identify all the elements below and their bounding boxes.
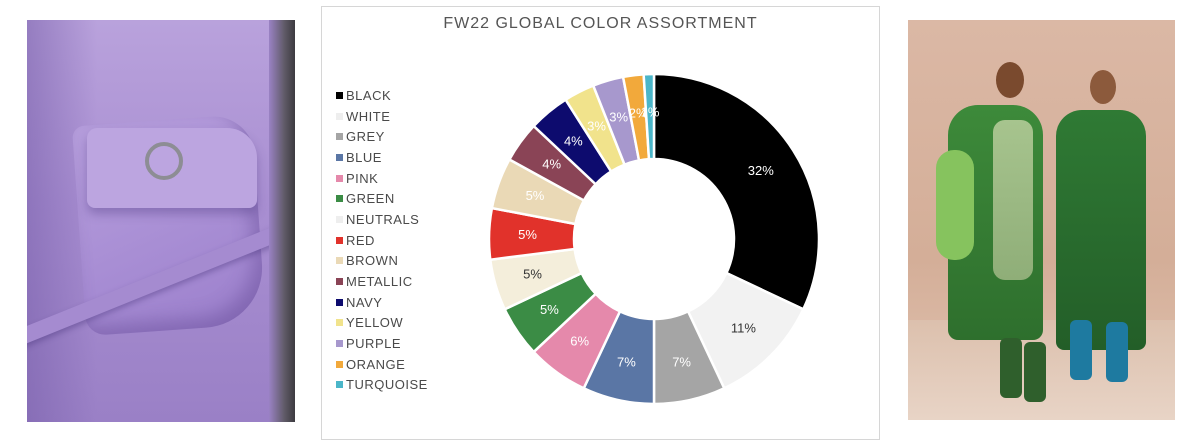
legend-label: WHITE [346, 108, 391, 124]
data-label: 32% [748, 163, 774, 178]
legend-item: YELLOW [336, 313, 428, 334]
legend-swatch [336, 381, 343, 389]
legend-swatch [336, 360, 343, 368]
green-boot [1000, 338, 1022, 398]
donut-chart: 32%11%7%7%6%5%5%5%5%4%4%3%3% 2%1% [487, 72, 821, 406]
green-coats-models-photo [908, 20, 1175, 420]
legend-swatch [336, 195, 343, 203]
legend-item: WHITE [336, 106, 428, 127]
data-label: 3% [609, 110, 628, 125]
legend-swatch [336, 215, 343, 223]
legend-item: ORANGE [336, 354, 428, 375]
legend-swatch [336, 153, 343, 161]
legend-item: NAVY [336, 292, 428, 313]
legend-swatch [336, 91, 343, 99]
data-label: 4% [564, 134, 583, 149]
legend-label: NAVY [346, 294, 383, 310]
legend-item: METALLIC [336, 271, 428, 292]
legend-swatch [336, 278, 343, 286]
data-label: 7% [617, 354, 636, 369]
data-label: 2% [629, 105, 648, 120]
legend-item: PINK [336, 168, 428, 189]
legend-swatch [336, 257, 343, 265]
data-label: 5% [523, 266, 542, 281]
green-coat-right [1056, 110, 1146, 350]
data-label: 5% [526, 188, 545, 203]
legend-label: YELLOW [346, 315, 404, 331]
legend-item: BLUE [336, 147, 428, 168]
legend-item: PURPLE [336, 333, 428, 354]
donut-slice-turquoise [642, 72, 656, 161]
legend-swatch [336, 112, 343, 120]
blue-boot [1070, 320, 1092, 380]
chart-title: FW22 GLOBAL COLOR ASSORTMENT [443, 15, 758, 32]
legend-item: BLACK [336, 85, 428, 106]
model-head-left [996, 62, 1024, 98]
light-green-sleeve [936, 150, 974, 260]
legend-label: GREY [346, 129, 385, 145]
legend-swatch [336, 236, 343, 244]
legend-swatch [336, 133, 343, 141]
legend-label: PURPLE [346, 336, 402, 352]
legend-item: GREY [336, 126, 428, 147]
blue-boot [1106, 322, 1128, 382]
legend-item: GREEN [336, 188, 428, 209]
legend-swatch [336, 340, 343, 348]
sequin-dress [993, 120, 1033, 280]
legend-label: TURQUOISE [346, 377, 428, 393]
legend-label: BROWN [346, 253, 399, 269]
legend-item: RED [336, 230, 428, 251]
data-label: 4% [542, 157, 561, 172]
green-boot [1024, 342, 1046, 402]
legend-swatch [336, 319, 343, 327]
legend-label: PINK [346, 170, 379, 186]
data-label: 1% [641, 105, 660, 120]
legend-item: TURQUOISE [336, 375, 428, 396]
purple-garment-photo [27, 20, 295, 422]
legend-swatch [336, 174, 343, 182]
legend-item: NEUTRALS [336, 209, 428, 230]
legend-label: GREEN [346, 191, 395, 207]
legend-label: NEUTRALS [346, 211, 420, 227]
legend-label: RED [346, 232, 375, 248]
model-head-right [1090, 70, 1116, 104]
legend-swatch [336, 298, 343, 306]
data-label: 7% [672, 354, 691, 369]
legend-label: METALLIC [346, 274, 413, 290]
legend-label: BLUE [346, 149, 382, 165]
legend-item: BROWN [336, 251, 428, 272]
donut-slice-black [652, 72, 821, 311]
legend-label: BLACK [346, 87, 392, 103]
data-label: 6% [570, 333, 589, 348]
photo-edge [269, 20, 295, 422]
legend-label: ORANGE [346, 356, 406, 372]
color-assortment-chart: FW22 GLOBAL COLOR ASSORTMENT BLACK WHITE G… [321, 6, 880, 440]
metal-ring [145, 142, 183, 180]
data-label: 5% [518, 227, 537, 242]
chart-legend: BLACK WHITE GREY BLUE PINK GREEN NEUTRALS RED BR… [336, 85, 428, 395]
data-label: 3% [587, 118, 606, 133]
data-label: 11% [731, 320, 756, 335]
data-label: 5% [540, 302, 559, 317]
